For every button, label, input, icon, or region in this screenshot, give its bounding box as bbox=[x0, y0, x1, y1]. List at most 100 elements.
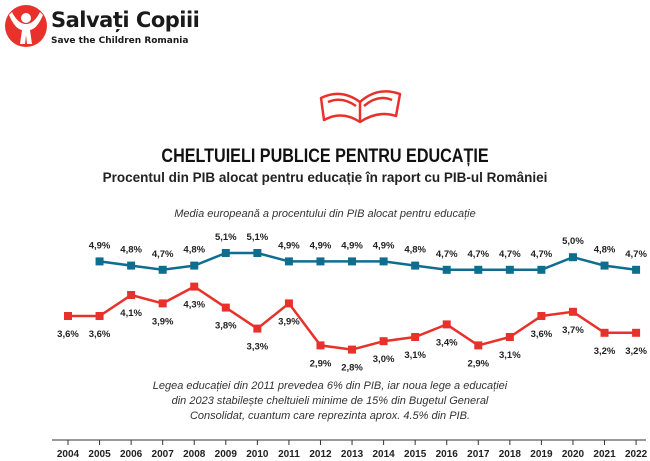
data-label: 4,7% bbox=[467, 249, 489, 260]
data-label: 3,1% bbox=[404, 350, 426, 361]
data-point bbox=[190, 282, 199, 291]
data-label: 5,1% bbox=[247, 232, 269, 243]
data-point bbox=[379, 337, 388, 346]
data-label: 3,8% bbox=[215, 321, 237, 332]
data-point bbox=[568, 307, 577, 316]
x-tick-label: 2015 bbox=[404, 449, 427, 460]
data-label: 4,7% bbox=[625, 249, 647, 260]
data-label: 3,2% bbox=[625, 346, 647, 357]
data-point bbox=[127, 261, 136, 270]
data-point bbox=[474, 341, 483, 350]
data-point bbox=[253, 324, 262, 333]
data-label: 2,8% bbox=[341, 363, 363, 374]
data-label: 4,8% bbox=[594, 245, 616, 256]
data-point bbox=[316, 257, 325, 266]
data-point bbox=[253, 249, 262, 257]
data-label: 4,8% bbox=[404, 245, 426, 256]
data-label: 3,0% bbox=[373, 354, 395, 365]
x-tick-label: 2006 bbox=[120, 449, 143, 460]
data-point bbox=[284, 299, 293, 308]
data-point bbox=[221, 249, 230, 257]
open-book-icon bbox=[319, 90, 402, 124]
data-label: 3,6% bbox=[531, 329, 553, 340]
data-point bbox=[537, 312, 546, 320]
data-point bbox=[600, 328, 609, 337]
data-point bbox=[537, 265, 546, 274]
law-footnote: Legea educației din 2011 prevedea 6% din… bbox=[152, 380, 508, 422]
data-label: 4,9% bbox=[310, 240, 332, 251]
data-label: 5,0% bbox=[562, 236, 584, 247]
x-tick-label: 2019 bbox=[530, 449, 553, 460]
data-point bbox=[95, 257, 104, 266]
x-tick-label: 2021 bbox=[593, 449, 616, 460]
data-point bbox=[442, 320, 451, 329]
data-point bbox=[442, 265, 451, 274]
data-label: 2,9% bbox=[467, 358, 489, 369]
logo-name: Salvați Copiii bbox=[51, 8, 200, 32]
data-point bbox=[411, 261, 420, 270]
data-label: 3,7% bbox=[562, 325, 584, 336]
data-point bbox=[348, 257, 357, 266]
data-point bbox=[474, 265, 483, 274]
data-label: 4,7% bbox=[436, 249, 458, 260]
data-point bbox=[505, 333, 514, 341]
x-tick-label: 2012 bbox=[309, 449, 332, 460]
data-label: 4,3% bbox=[183, 300, 205, 311]
data-point bbox=[316, 341, 325, 350]
data-label: 3,3% bbox=[247, 342, 269, 353]
logo-tagline: Save the Children Romania bbox=[51, 36, 189, 46]
data-label: 4,1% bbox=[120, 308, 142, 319]
data-label: 4,8% bbox=[183, 245, 205, 256]
data-label: 5,1% bbox=[215, 232, 237, 243]
data-label: 3,6% bbox=[89, 329, 111, 340]
data-point bbox=[284, 257, 293, 266]
data-label: 4,7% bbox=[531, 249, 553, 260]
x-tick-label: 2022 bbox=[625, 449, 648, 460]
data-label: 3,2% bbox=[594, 346, 616, 357]
data-label: 3,6% bbox=[57, 329, 79, 340]
data-label: 4,7% bbox=[499, 249, 521, 260]
x-tick-label: 2004 bbox=[57, 449, 80, 460]
data-label: 3,1% bbox=[499, 350, 521, 361]
data-label: 2,9% bbox=[310, 358, 332, 369]
save-the-children-logo-icon bbox=[5, 5, 47, 47]
x-tick-label: 2010 bbox=[246, 449, 269, 460]
data-point bbox=[379, 257, 388, 266]
data-label: 3,4% bbox=[436, 337, 458, 348]
data-point bbox=[411, 333, 420, 341]
data-point bbox=[505, 265, 514, 274]
x-tick-label: 2014 bbox=[372, 449, 395, 460]
eu-average-note: Media europeană a procentului din PIB al… bbox=[174, 208, 476, 220]
data-point bbox=[221, 303, 230, 312]
data-label: 4,9% bbox=[89, 240, 111, 251]
data-point bbox=[568, 253, 577, 262]
data-point bbox=[600, 261, 609, 270]
data-point bbox=[632, 265, 641, 274]
data-label: 4,8% bbox=[120, 245, 142, 256]
x-tick-label: 2018 bbox=[499, 449, 522, 460]
data-point bbox=[158, 265, 167, 274]
x-tick-label: 2017 bbox=[467, 449, 490, 460]
x-tick-label: 2007 bbox=[152, 449, 175, 460]
x-tick-label: 2008 bbox=[183, 449, 206, 460]
x-tick-label: 2009 bbox=[215, 449, 238, 460]
data-point bbox=[190, 261, 199, 270]
x-tick-label: 2011 bbox=[278, 449, 300, 460]
data-point bbox=[64, 312, 72, 320]
data-label: 4,9% bbox=[278, 240, 300, 251]
data-point bbox=[127, 291, 136, 299]
data-point bbox=[632, 328, 641, 337]
data-point bbox=[95, 312, 104, 320]
data-point bbox=[158, 299, 167, 308]
x-tick-label: 2005 bbox=[88, 449, 111, 460]
data-label: 3,9% bbox=[278, 316, 300, 327]
x-tick-label: 2013 bbox=[341, 449, 364, 460]
chart-title: CHELTUIELI PUBLICE PENTRU EDUCAȚIE bbox=[161, 146, 489, 167]
eu-average-line bbox=[99, 251, 637, 272]
data-point bbox=[348, 345, 357, 354]
data-label: 3,9% bbox=[152, 316, 174, 327]
data-label: 4,9% bbox=[341, 240, 363, 251]
data-label: 4,9% bbox=[373, 240, 395, 251]
